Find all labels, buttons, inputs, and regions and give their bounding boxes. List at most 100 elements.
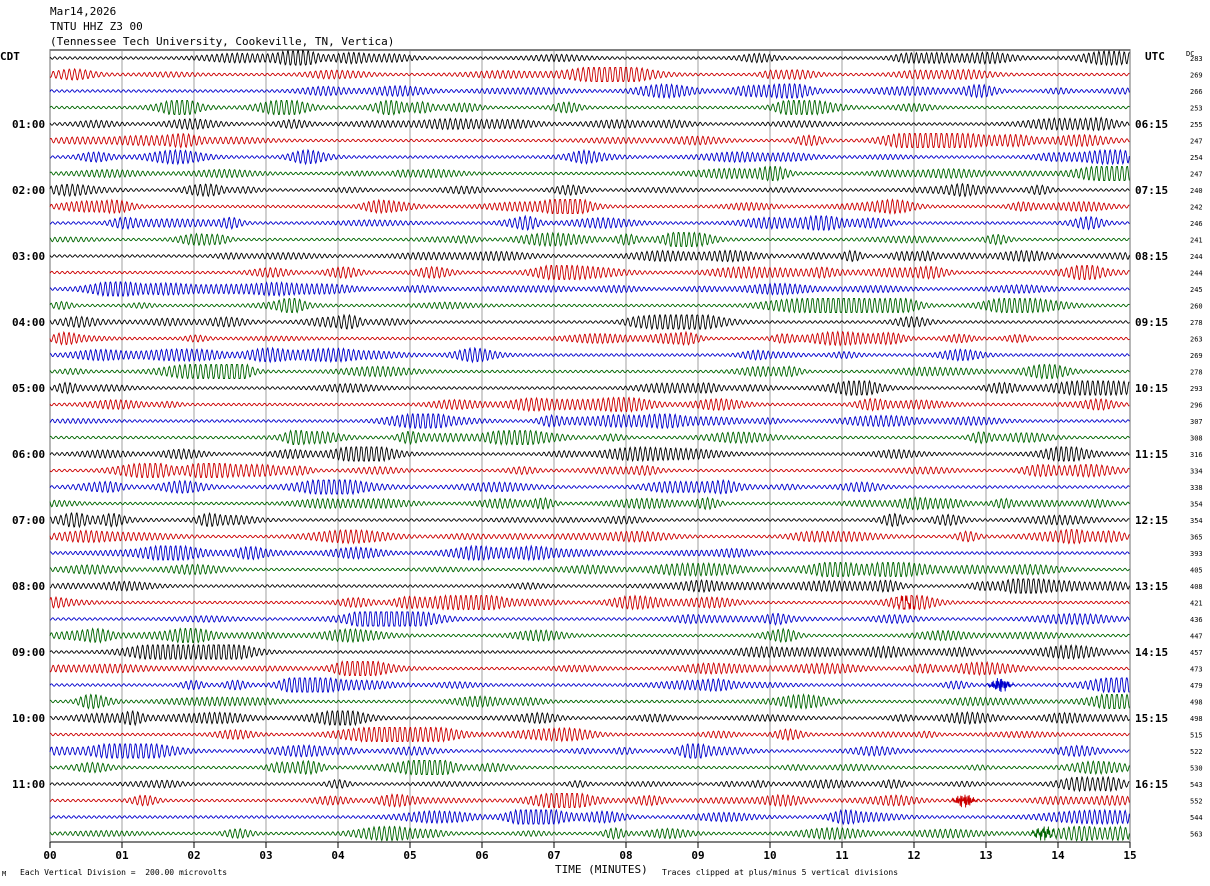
cdt-hour-label: 11:00 <box>12 778 45 791</box>
dc-offset-label: 479 <box>1190 682 1203 690</box>
x-tick-label-10: 10 <box>763 849 776 862</box>
dc-label: DC <box>1186 50 1195 58</box>
x-tick-label-01: 01 <box>115 849 129 862</box>
utc-hour-label: 16:15 <box>1135 778 1168 791</box>
dc-offset-label: 421 <box>1190 600 1203 608</box>
header-channel: TNTU HHZ Z3 00 <box>50 20 143 33</box>
dc-offset-label: 544 <box>1190 814 1203 822</box>
dc-offset-label: 254 <box>1190 154 1203 162</box>
dc-offset-label: 283 <box>1190 55 1203 63</box>
clip-note: Traces clipped at plus/minus 5 vertical … <box>662 868 899 877</box>
x-tick-label-11: 11 <box>835 849 849 862</box>
dc-offset-label: 247 <box>1190 171 1203 179</box>
dc-offset-label: 293 <box>1190 385 1203 393</box>
dc-offset-label: 255 <box>1190 121 1203 129</box>
cdt-hour-label: 09:00 <box>12 646 45 659</box>
dc-offset-label: 266 <box>1190 88 1203 96</box>
trace-line-45 <box>49 775 1130 793</box>
trace-line-14 <box>49 264 1130 281</box>
trace-line-7 <box>49 148 1130 166</box>
x-axis-title: TIME (MINUTES) <box>555 863 648 876</box>
x-tick-label-13: 13 <box>979 849 992 862</box>
dc-offset-label: 522 <box>1190 748 1203 756</box>
dc-offset-label: 498 <box>1190 699 1203 707</box>
trace-line-3 <box>49 82 1130 100</box>
utc-hour-label: 11:15 <box>1135 448 1168 461</box>
trace-line-29 <box>49 512 1130 529</box>
trace-line-22 <box>49 396 1130 413</box>
dc-offset-label: 530 <box>1190 765 1203 773</box>
dc-offset-label: 447 <box>1190 633 1203 641</box>
cdt-hour-label: 10:00 <box>12 712 45 725</box>
trace-line-21 <box>49 379 1130 397</box>
header-date: Mar14,2026 <box>50 5 117 18</box>
dc-offset-label: 308 <box>1190 435 1203 443</box>
trace-line-43 <box>49 742 1130 759</box>
trace-line-28 <box>49 496 1130 511</box>
cdt-hour-label: 04:00 <box>12 316 45 329</box>
dc-offset-label: 278 <box>1190 369 1203 377</box>
trace-line-25 <box>49 445 1130 463</box>
dc-offset-label: 457 <box>1190 649 1203 657</box>
dc-offset-label: 405 <box>1190 567 1203 575</box>
trace-line-40 <box>49 693 1130 710</box>
trace-line-15 <box>49 280 1130 298</box>
x-tick-label-15: 15 <box>1123 849 1136 862</box>
dc-offset-label: 307 <box>1190 418 1203 426</box>
cdt-hour-label: 03:00 <box>12 250 45 263</box>
utc-hour-label: 07:15 <box>1135 184 1168 197</box>
x-tick-label-07: 07 <box>547 849 560 862</box>
dc-offset-label: 563 <box>1190 831 1203 839</box>
trace-line-8 <box>49 165 1130 182</box>
dc-offset-label: 260 <box>1190 303 1203 311</box>
cdt-hour-label: 05:00 <box>12 382 45 395</box>
trace-line-33 <box>49 578 1130 595</box>
cdt-hour-label: 07:00 <box>12 514 45 527</box>
trace-line-9 <box>49 182 1130 198</box>
dc-offset-label: 247 <box>1190 138 1203 146</box>
dc-offset-label: 269 <box>1190 72 1203 80</box>
dc-offset-label: 278 <box>1190 319 1203 327</box>
trace-line-26 <box>49 462 1130 479</box>
dc-offset-label: 365 <box>1190 534 1203 542</box>
trace-line-2 <box>49 66 1130 83</box>
dc-offset-label: 543 <box>1190 781 1203 789</box>
utc-hour-label: 14:15 <box>1135 646 1168 659</box>
cdt-hour-label: 01:00 <box>12 118 45 131</box>
trace-line-5 <box>49 116 1130 132</box>
dc-offset-label: 316 <box>1190 451 1203 459</box>
utc-hour-label: 10:15 <box>1135 382 1168 395</box>
utc-hour-label: 13:15 <box>1135 580 1168 593</box>
utc-hour-label: 12:15 <box>1135 514 1168 527</box>
x-tick-label-12: 12 <box>907 849 920 862</box>
dc-offset-label: 354 <box>1190 501 1203 509</box>
trace-line-4 <box>49 99 1130 116</box>
x-tick-label-08: 08 <box>619 849 632 862</box>
dc-offset-label: 515 <box>1190 732 1203 740</box>
x-tick-label-02: 02 <box>187 849 200 862</box>
utc-hour-label: 09:15 <box>1135 316 1168 329</box>
trace-line-32 <box>49 561 1130 578</box>
trace-line-35 <box>49 611 1130 627</box>
header-station: (Tennessee Tech University, Cookeville, … <box>50 35 395 48</box>
dc-offset-label: 240 <box>1190 187 1203 195</box>
trace-line-20 <box>49 363 1130 380</box>
x-tick-label-03: 03 <box>259 849 272 862</box>
trace-line-46 <box>49 792 1130 809</box>
trace-line-34 <box>49 594 1130 611</box>
cdt-hour-label: 02:00 <box>12 184 45 197</box>
dc-offset-label: 354 <box>1190 517 1203 525</box>
dc-offset-label: 338 <box>1190 484 1203 492</box>
dc-offset-label: 408 <box>1190 583 1203 591</box>
trace-line-42 <box>49 726 1130 743</box>
dc-offset-label: 269 <box>1190 352 1203 360</box>
trace-line-30 <box>49 528 1130 545</box>
trace-line-17 <box>49 313 1130 331</box>
dc-offset-label: 242 <box>1190 204 1203 212</box>
x-tick-label-05: 05 <box>403 849 416 862</box>
corner-mark: M <box>2 870 7 878</box>
utc-hour-label: 15:15 <box>1135 712 1168 725</box>
trace-line-11 <box>49 214 1130 232</box>
dc-offset-label: 253 <box>1190 105 1203 113</box>
trace-line-39 <box>49 676 1130 694</box>
